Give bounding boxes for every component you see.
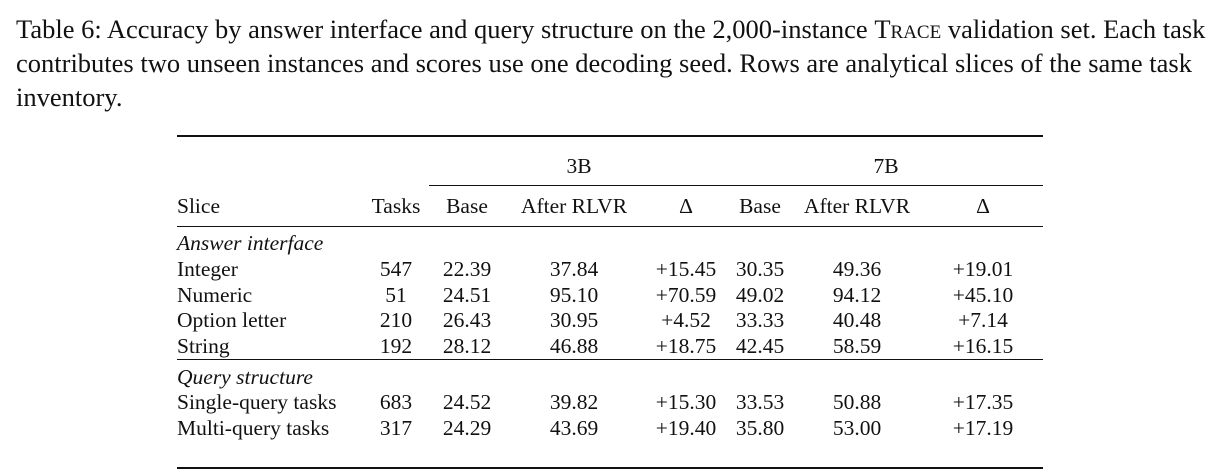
section-title: Query structure	[177, 364, 313, 389]
table-row: Multi-query tasks 317 24.29 43.69 +19.40 35.8…	[177, 416, 1043, 442]
table-cell: 35.80	[735, 416, 785, 441]
table-cell: +19.01	[952, 257, 1014, 282]
group-rule-row	[177, 185, 1043, 186]
group-header-3b: 3B	[566, 154, 592, 178]
table-cell: 683	[379, 390, 413, 415]
row-label: Integer	[177, 257, 238, 282]
table-cell: +15.30	[655, 390, 717, 415]
row-label: Option letter	[177, 308, 287, 333]
row-label: String	[177, 334, 230, 359]
row-label: Multi-query tasks	[177, 416, 330, 441]
table-cell: 43.69	[549, 416, 599, 441]
group-rule-3b	[429, 185, 729, 186]
group-header-row: 3B 7B	[177, 137, 1043, 186]
table-cell: 39.82	[549, 390, 599, 415]
table-cell: 30.35	[735, 257, 785, 282]
table-cell: 46.88	[549, 334, 599, 359]
table-cell: 28.12	[442, 334, 492, 359]
table-cell: 210	[379, 308, 413, 333]
table-row: Single-query tasks 683 24.52 39.82 +15.30 33.…	[177, 390, 1043, 416]
table-cell: +17.19	[952, 416, 1014, 441]
caption-suffix: validation set. Each task contributes tw…	[16, 14, 1206, 112]
section-title: Answer interface	[177, 231, 324, 256]
results-table: 3B 7B Slice Tasks Base After RLVR Δ Base After…	[177, 135, 1043, 471]
group-header-7b: 7B	[873, 154, 899, 178]
row-label: Single-query tasks	[177, 390, 337, 415]
table-cell: 42.45	[735, 334, 785, 359]
caption-prefix: Table 6: Accuracy by answer interface an…	[16, 14, 875, 44]
column-header-row: Slice Tasks Base After RLVR Δ Base After RLVR Δ	[177, 186, 1043, 227]
column-header: Δ	[679, 193, 693, 218]
table-cell: +4.52	[661, 308, 711, 333]
table-cell: +16.15	[952, 334, 1014, 359]
table-cell: 95.10	[549, 282, 599, 307]
table-cell: +15.45	[655, 257, 717, 282]
table-cell: +7.14	[958, 308, 1008, 333]
row-label: Numeric	[177, 282, 253, 307]
table-cell: 22.39	[442, 257, 492, 282]
table-row: Numeric 51 24.51 95.10 +70.59 49.02 94.12 +45.1…	[177, 282, 1043, 308]
table-cell: 33.53	[735, 390, 785, 415]
table-cell: +70.59	[655, 282, 717, 307]
dataset-name: Trace	[874, 14, 942, 44]
group-rule-7b	[729, 185, 1043, 186]
section-header-row: Answer interface	[177, 231, 1043, 257]
table-cell: 33.33	[735, 308, 785, 333]
table-cell: 58.59	[832, 334, 882, 359]
table-row: String 192 28.12 46.88 +18.75 42.45 58.59 +16.1…	[177, 334, 1043, 360]
column-header: Tasks	[371, 193, 421, 218]
table-cell: 94.12	[832, 282, 882, 307]
table-cell: 49.02	[735, 282, 785, 307]
table-cell: +18.75	[655, 334, 717, 359]
table-cell: 53.00	[832, 416, 882, 441]
table-cell: +17.35	[952, 390, 1014, 415]
table-cell: 24.29	[442, 416, 492, 441]
header-rule	[177, 226, 1043, 231]
section-rule	[177, 359, 1043, 365]
table-cell: 192	[379, 334, 413, 359]
table-cell: +45.10	[952, 282, 1014, 307]
table-row: Option letter 210 26.43 30.95 +4.52 33.33 40.4…	[177, 308, 1043, 334]
table-cell: +19.40	[655, 416, 717, 441]
table-cell: 24.52	[442, 390, 492, 415]
table-cell: 317	[379, 416, 413, 441]
column-header: After RLVR	[803, 193, 911, 218]
table-cell: 51	[385, 282, 407, 307]
table-caption: Table 6: Accuracy by answer interface an…	[16, 12, 1212, 114]
table-row: Integer 547 22.39 37.84 +15.45 30.35 49.36 +19.…	[177, 257, 1043, 283]
bottom-rule	[177, 467, 1043, 471]
column-header: Base	[446, 193, 488, 218]
column-header: After RLVR	[520, 193, 628, 218]
bottom-spacer	[177, 442, 1043, 469]
column-header: Δ	[976, 193, 990, 218]
table-cell: 30.95	[549, 308, 599, 333]
table-cell: 49.36	[832, 257, 882, 282]
table-cell: 547	[379, 257, 413, 282]
table-cell: 50.88	[832, 390, 882, 415]
table-cell: 24.51	[442, 282, 492, 307]
column-header: Slice	[177, 193, 220, 218]
table-cell: 26.43	[442, 308, 492, 333]
table-cell: 37.84	[549, 257, 599, 282]
table-cell: 40.48	[832, 308, 882, 333]
section-header-row: Query structure	[177, 364, 1043, 390]
column-header: Base	[739, 193, 781, 218]
